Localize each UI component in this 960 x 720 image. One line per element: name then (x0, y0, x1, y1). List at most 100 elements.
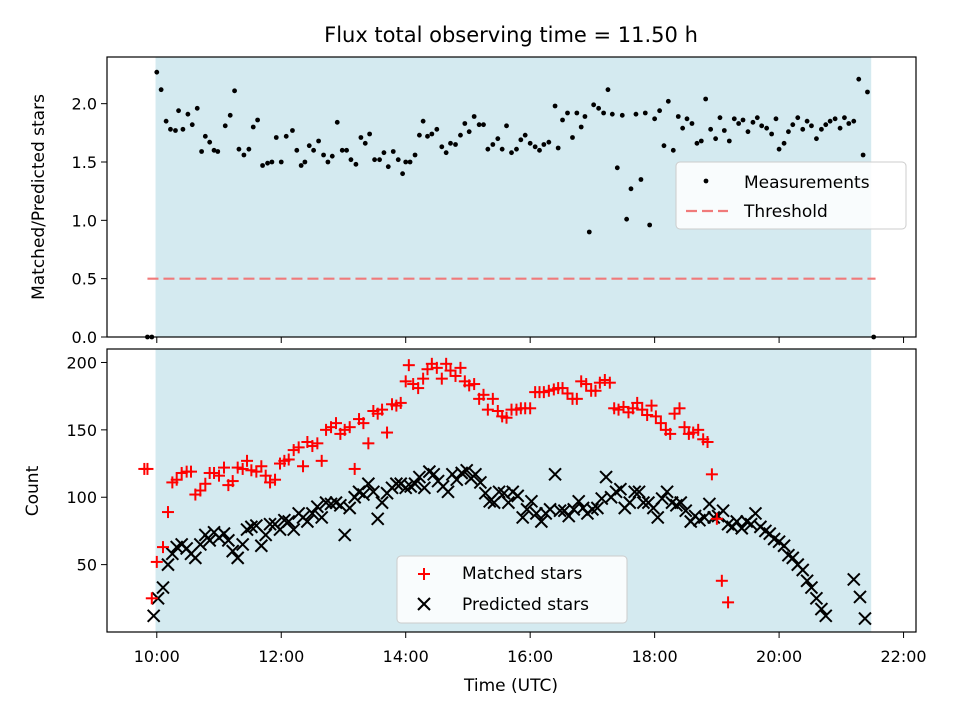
measurement-point (609, 111, 615, 117)
predicted-star-point (613, 482, 628, 496)
matched-star-point (430, 361, 443, 374)
measurement-point (795, 115, 801, 121)
measurement-point (316, 138, 321, 144)
matched-star-point (412, 382, 425, 395)
predicted-star-point (235, 537, 250, 552)
measurement-point (628, 186, 634, 192)
measurement-point (657, 108, 663, 114)
measurement-point (429, 131, 435, 137)
matched-star-point (394, 396, 407, 409)
legend: Matched stars Predicted stars (396, 555, 628, 624)
predicted-star-point (202, 533, 217, 548)
predicted-star-point (660, 485, 674, 499)
predicted-star-point (427, 467, 441, 482)
measurement-point (504, 123, 509, 129)
measurement-point (202, 133, 208, 139)
matched-star-point (311, 437, 324, 450)
measurement-point (362, 140, 368, 146)
legend-matched-marker (418, 568, 430, 580)
matched-star-point (213, 469, 226, 482)
measurement-point (367, 131, 373, 137)
measurement-point (353, 161, 359, 167)
measurement-point (819, 126, 824, 132)
matched-star-point (649, 410, 662, 423)
measurement-point (689, 121, 695, 126)
measurement-point (321, 152, 326, 158)
measurement-point (842, 115, 847, 121)
predicted-star-point (853, 590, 867, 604)
measurement-point (614, 165, 620, 171)
predicted-star-point (590, 501, 605, 515)
matched-star-point (454, 361, 467, 374)
measurement-point (325, 159, 331, 165)
measurement-point (462, 121, 468, 126)
predicted-star-point (244, 520, 259, 534)
y-axis-label: Matched/Predicted stars (29, 94, 49, 300)
measurement-point (154, 69, 160, 75)
matched-star-point (185, 465, 198, 478)
predicted-star-point (441, 485, 455, 499)
predicted-star-point (804, 580, 819, 595)
predicted-star-point (230, 551, 245, 565)
predicted-star-point (744, 517, 758, 531)
x-axis-ticks: 10:00 12:00 14:00 16:00 18:00 20:00 22:00 (134, 632, 927, 666)
x-tick-label: 12:00 (258, 647, 304, 666)
legend-predicted-marker (417, 597, 431, 611)
measurement-point (555, 145, 561, 151)
measurement-point (173, 128, 178, 133)
predicted-star-point (221, 533, 236, 548)
matched-star-point (524, 402, 537, 415)
measurement-point (400, 171, 405, 177)
matched-star-point (477, 388, 490, 401)
predicted-star-point (748, 506, 763, 521)
predicted-star-point (342, 501, 357, 515)
measurement-point (721, 128, 727, 133)
predicted-star-point (636, 495, 651, 510)
measurement-point (769, 131, 775, 137)
predicted-star-point (628, 485, 642, 499)
matched-star-point (357, 417, 370, 430)
measurement-point (586, 229, 592, 235)
measurement-point (703, 96, 709, 102)
measurement-point (565, 110, 570, 116)
predicted-star-point (623, 495, 637, 510)
measurement-point (518, 137, 524, 143)
measurement-point (439, 144, 445, 150)
matched-star-point (315, 454, 328, 467)
measurement-point (194, 105, 200, 111)
measurement-point (684, 116, 690, 122)
measurement-point (619, 112, 625, 118)
matched-star-point (402, 359, 415, 372)
measurement-point (560, 117, 565, 123)
matched-star-point (580, 378, 593, 391)
matched-star-point (150, 555, 163, 568)
measurement-point (541, 142, 547, 147)
predicted-star-point (520, 502, 534, 517)
predicted-star-point (716, 504, 730, 518)
measurement-point (764, 125, 770, 131)
measurement-point (490, 142, 496, 147)
x-tick-label: 20:00 (756, 647, 802, 666)
y-tick-label: 0.5 (72, 270, 97, 289)
measurement-point (485, 146, 491, 152)
measurement-point (211, 147, 217, 153)
predicted-star-point (263, 517, 277, 531)
predicted-star-point (548, 467, 562, 482)
matched-star-point (417, 372, 430, 385)
predicted-star-point (375, 495, 389, 510)
measurement-point (647, 222, 653, 228)
measurement-point (255, 117, 260, 123)
matched-star-point (641, 409, 654, 422)
y-axis-ticks: 50 100 150 200 (66, 353, 107, 575)
measurement-point (265, 160, 270, 166)
y-tick-label: 200 (66, 353, 97, 372)
measurement-point (698, 138, 704, 144)
matched-star-point (589, 384, 602, 397)
predicted-star-point (254, 539, 269, 553)
measurement-point (537, 147, 542, 153)
measurement-point (168, 126, 173, 132)
measurement-point (298, 163, 304, 168)
predicted-star-point (412, 470, 427, 484)
matched-star-point (468, 378, 481, 391)
measurement-point (499, 146, 505, 152)
